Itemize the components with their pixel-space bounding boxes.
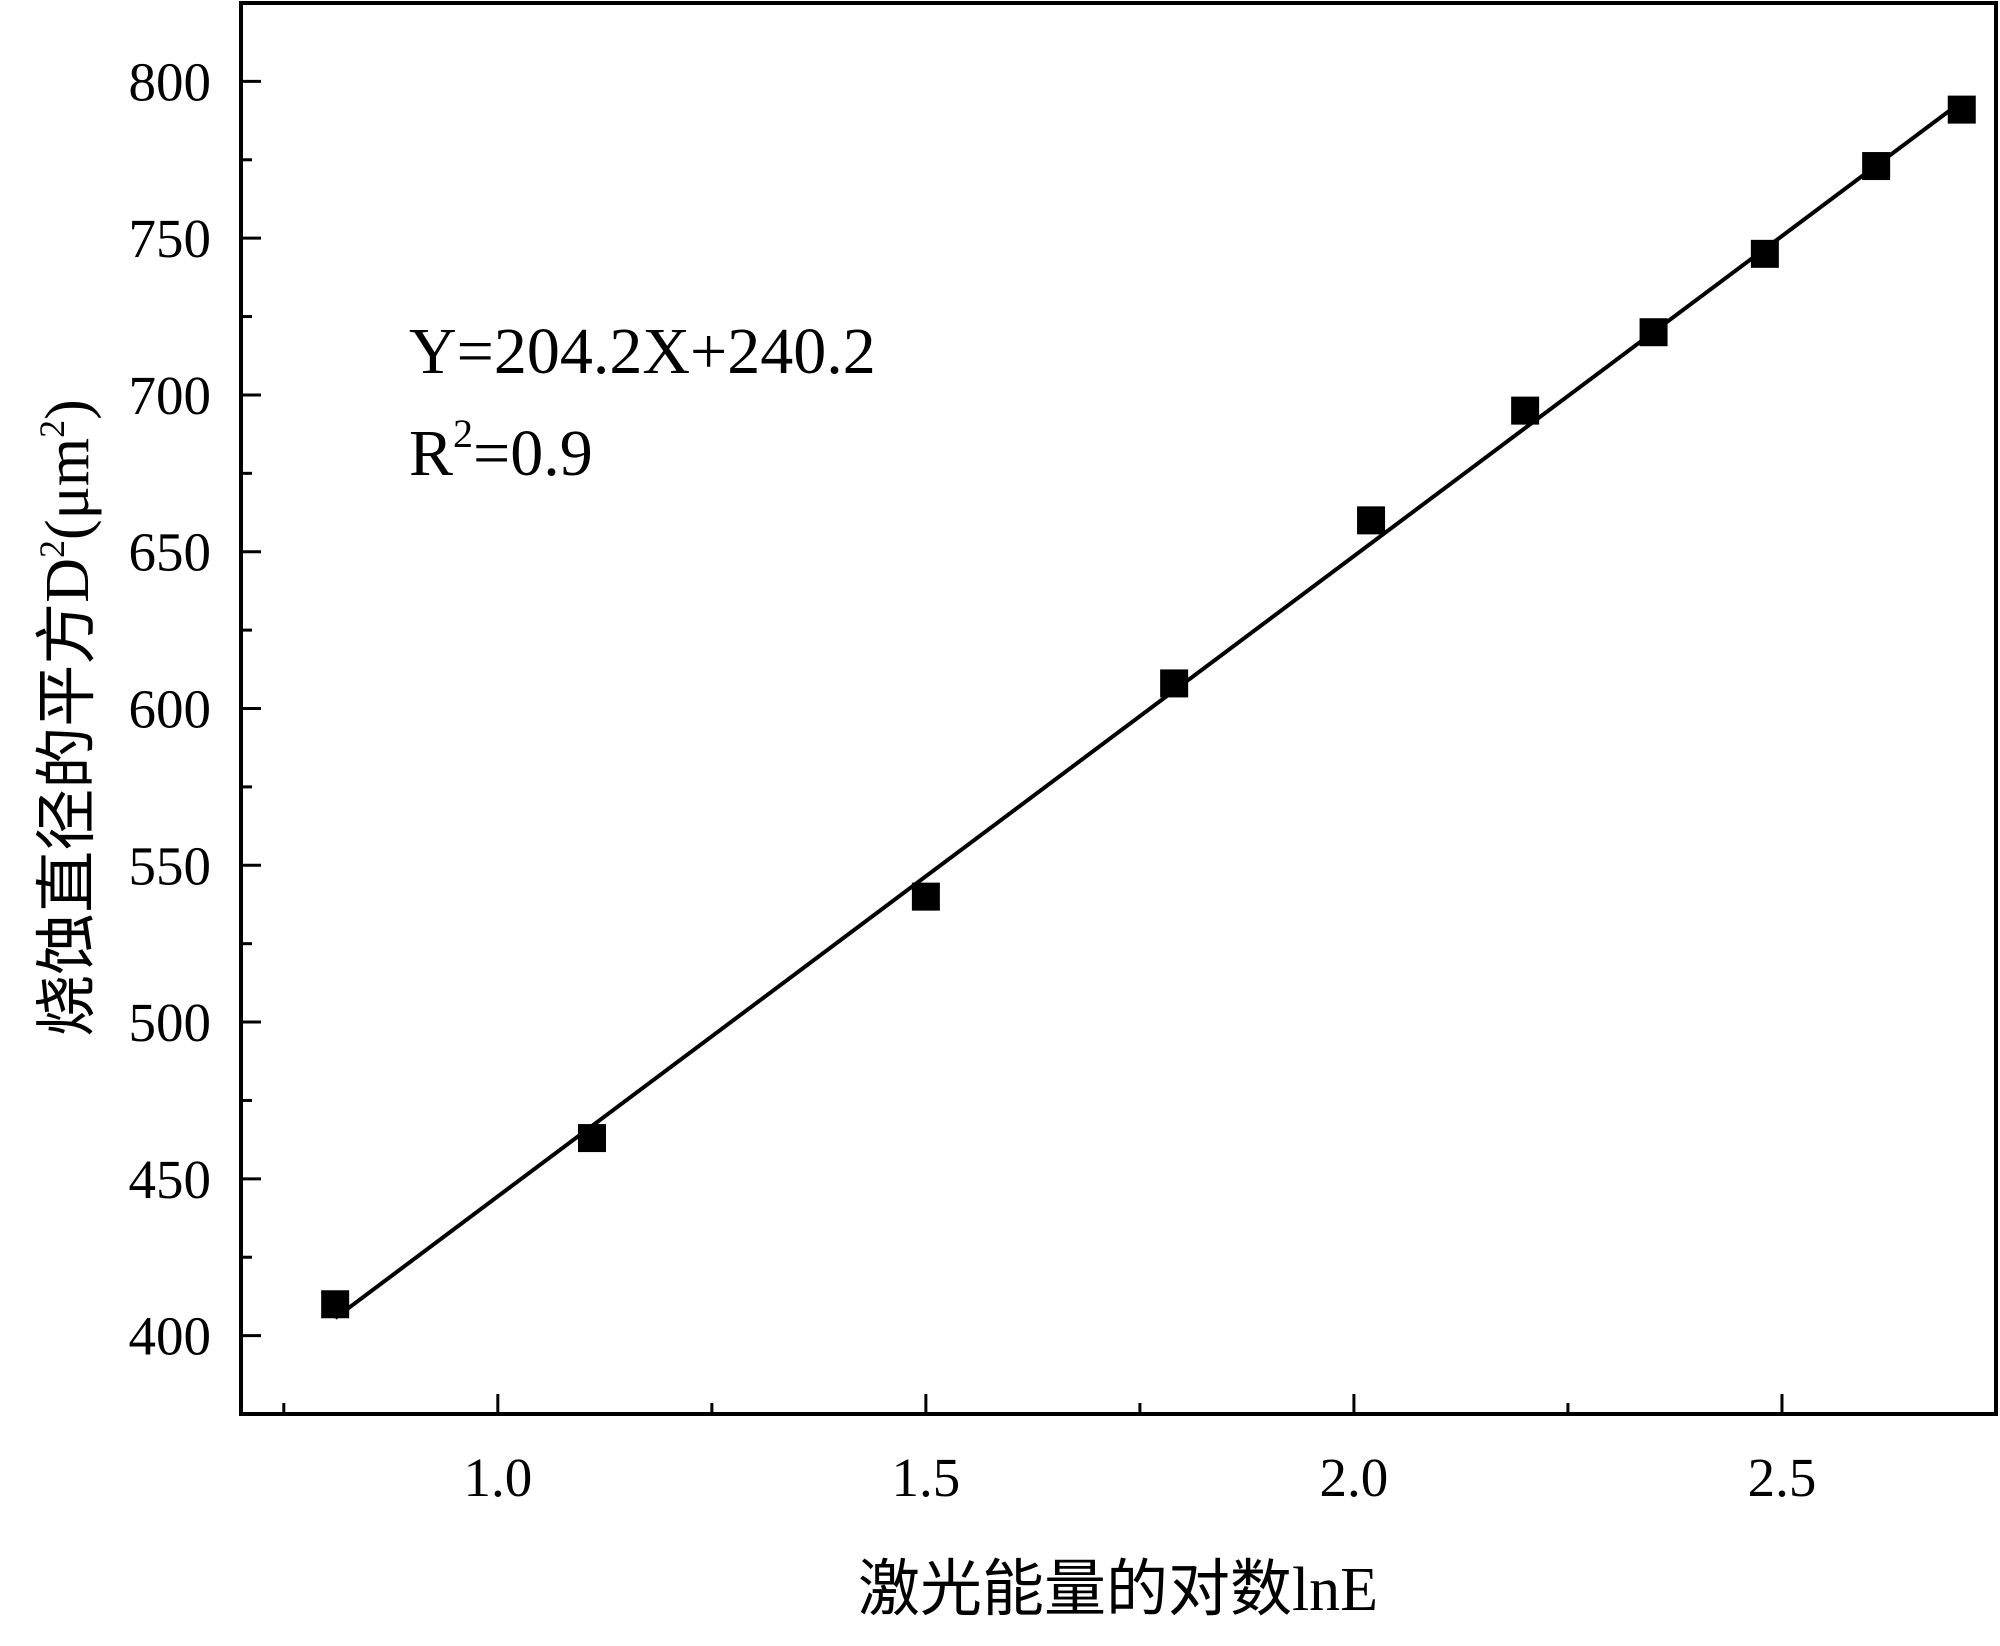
y-tick-label: 700 [129,365,212,426]
data-point [1357,506,1386,535]
data-markers [321,95,1976,1319]
data-point [1511,396,1540,425]
fit-line [333,99,1963,1320]
x-axis: 1.0 1.5 2.0 2.5 [463,1394,1816,1508]
r-squared-prefix: R [409,417,453,490]
y-tick-label: 450 [129,1149,212,1210]
y-axis-title-unit-open: (μm [34,438,102,540]
data-point [1862,152,1891,181]
data-point [321,1290,350,1319]
y-tick-label: 600 [129,679,212,740]
fit-equation: Y=204.2X+240.2 [409,315,876,388]
y-tick-label: 800 [129,51,212,112]
x-tick-label: 1.0 [463,1447,532,1508]
x-axis-title: 激光能量的对数lnE [858,1556,1378,1624]
data-point [911,882,940,911]
data-point [1750,239,1779,268]
data-point [578,1124,606,1153]
r-squared-value: =0.9 [473,417,593,490]
y-axis-title-unit-close: ) [34,399,102,420]
r-squared-sup: 2 [453,411,473,456]
y-tick-label: 550 [129,835,212,896]
y-axis-title-unit-sup: 2 [32,420,72,438]
plot-frame [239,1,1998,1416]
y-axis-title-sup: 2 [32,540,72,558]
x-tick-label: 2.0 [1320,1447,1389,1508]
y-axis-title: 烧蚀直径的平方D2(μm2) [32,399,102,1037]
y-tick-label: 650 [129,522,212,583]
y-tick-label: 500 [129,992,212,1053]
data-point [1160,669,1189,698]
y-axis-title-main: 烧蚀直径的平方D [34,558,102,1037]
data-point [1947,95,1976,124]
data-point [1639,318,1668,347]
y-axis: 400 450 500 550 600 650 700 750 800 [129,51,261,1367]
x-tick-label: 2.5 [1748,1447,1817,1508]
minor-ticks [241,158,1570,1414]
y-tick-label: 750 [129,208,212,269]
y-tick-label: 400 [129,1306,212,1367]
r-squared: R2=0.9 [409,411,593,490]
x-tick-label: 1.5 [892,1447,961,1508]
